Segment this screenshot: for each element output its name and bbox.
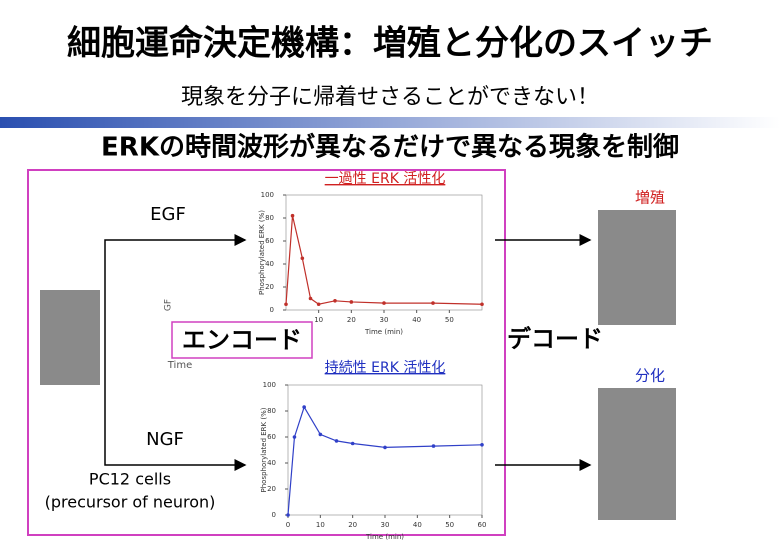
data-point (382, 301, 386, 305)
plot-area (287, 384, 483, 516)
data-point (383, 445, 387, 450)
transient-label: 一過性 ERK 活性化 (325, 171, 446, 187)
frame (27, 169, 506, 536)
fragment: GF (164, 299, 174, 311)
decode-label: デコード (507, 325, 603, 353)
data-point (290, 213, 295, 218)
x-tick-label: 40 (413, 521, 422, 529)
y-tick-label: 100 (263, 381, 276, 389)
plot-area (285, 194, 483, 311)
x-tick-label: 50 (445, 316, 454, 324)
heading: ERKの時間波形が異なるだけで異なる現象を制御 (101, 132, 679, 163)
data-point (480, 443, 484, 447)
y-tick-label: 20 (265, 283, 274, 291)
data-point (302, 405, 306, 409)
y-tick-label: 40 (265, 260, 274, 268)
encode-label: エンコード (182, 326, 302, 354)
data-point (431, 301, 435, 305)
y-tick-label: 80 (267, 407, 276, 415)
title: 細胞運命決定機構：増殖と分化のスイッチ (67, 24, 713, 64)
y-tick-label: 60 (267, 433, 276, 441)
cell-image (598, 388, 676, 520)
data-point (480, 302, 484, 307)
x-tick-label: 20 (348, 521, 357, 529)
y-tick-label: 40 (267, 459, 276, 467)
data-point (350, 441, 355, 446)
data-point (300, 256, 305, 261)
data-point (284, 302, 288, 307)
x-tick-label: 10 (314, 316, 323, 324)
y-tick-label: 80 (265, 214, 274, 222)
differentiation-label: 分化 (635, 367, 665, 385)
x-axis-label: Time (min) (364, 328, 403, 336)
x-tick-label: 20 (347, 316, 356, 324)
data-point (349, 300, 354, 304)
data-point (316, 302, 321, 307)
subtitle: 現象を分子に帰着せさることができない！ (181, 85, 599, 110)
data-line (285, 215, 483, 305)
y-tick-label: 20 (267, 485, 276, 493)
data-point (292, 435, 297, 439)
data-point (431, 444, 436, 448)
x-tick-label: 60 (478, 521, 487, 529)
ngf-label: NGF (146, 429, 184, 450)
data-point (308, 296, 313, 301)
x-tick-label: 40 (412, 316, 421, 324)
proliferation-label: 増殖 (635, 189, 665, 207)
cells-label: PC12 cells (89, 470, 171, 489)
egf-label: EGF (150, 204, 186, 225)
data-point (318, 432, 323, 437)
x-tick-label: 30 (381, 521, 390, 529)
encode-box (171, 321, 313, 359)
y-tick-label: 0 (272, 511, 276, 519)
data-point (333, 299, 337, 303)
y-axis-label: Phosphorylated ERK (%) (260, 407, 268, 492)
arrow (104, 385, 247, 471)
cell-image (40, 290, 100, 385)
arrow (104, 234, 247, 385)
x-tick-label: 50 (445, 521, 454, 529)
data-point (334, 439, 339, 443)
x-axis-label: Time (min) (365, 533, 404, 540)
x-tick-label: 30 (380, 316, 389, 324)
y-axis-label: Phosphorylated ERK (%) (258, 210, 266, 295)
divider (0, 117, 780, 128)
fragment: Time (167, 360, 192, 371)
cells-note: (precursor of neuron) (45, 493, 216, 512)
data-point (286, 513, 290, 517)
y-tick-label: 60 (265, 237, 274, 245)
y-tick-label: 0 (270, 306, 274, 314)
y-tick-label: 100 (261, 191, 274, 199)
x-tick-label: 10 (316, 521, 325, 529)
cell-image (598, 210, 676, 325)
sustained-label: 持続性 ERK 活性化 (325, 359, 446, 376)
x-tick-label: 0 (286, 521, 290, 529)
